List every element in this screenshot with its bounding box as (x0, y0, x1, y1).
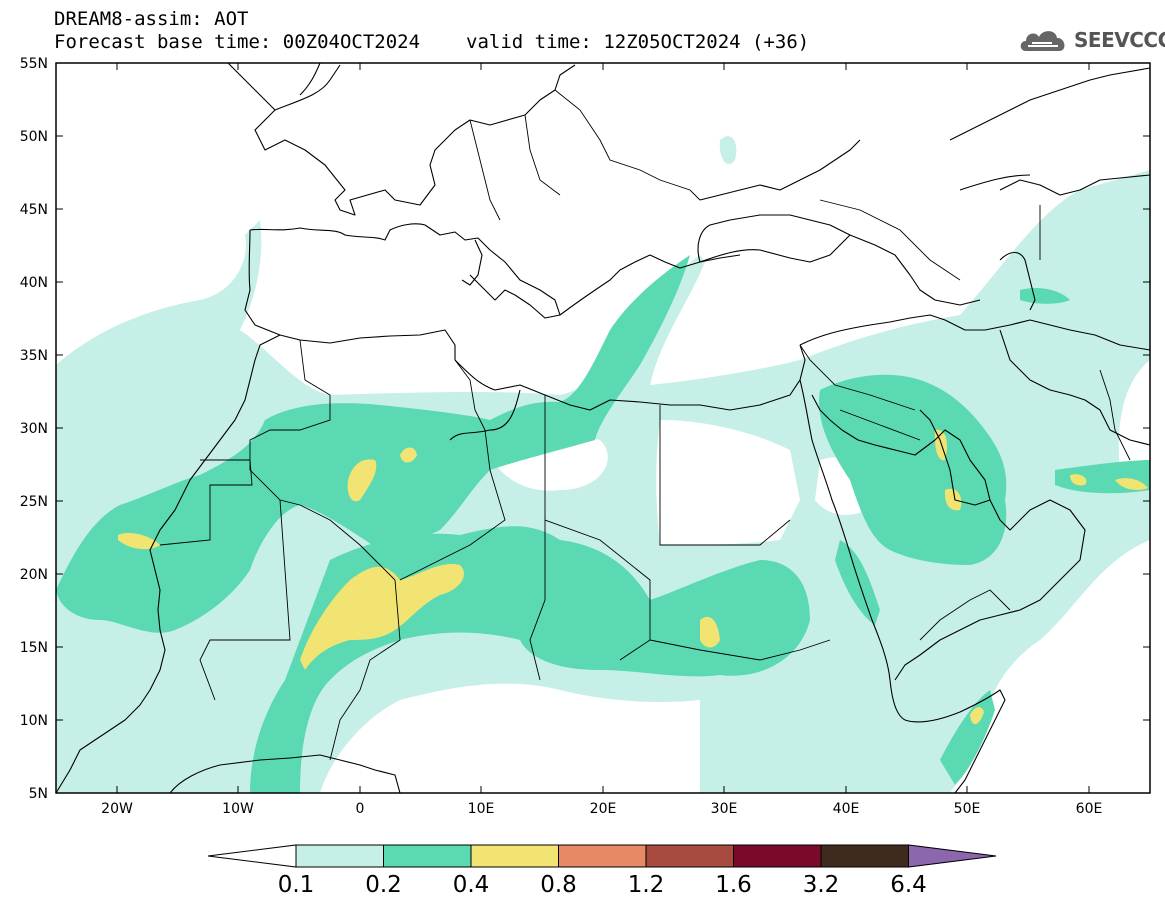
lon-label: 10E (468, 801, 495, 817)
lat-label: 10N (20, 713, 48, 729)
lat-label: 15N (20, 640, 48, 656)
lon-label: 0 (356, 801, 365, 817)
lat-label: 50N (20, 129, 48, 145)
lon-labels: 20W 10W 0 10E 20E 30E 40E 50E 60E (101, 801, 1102, 817)
lon-label: 50E (954, 801, 981, 817)
colorbar-labels: 0.1 0.2 0.4 0.8 1.2 1.6 3.2 6.4 (278, 872, 927, 898)
colorbar-label: 0.2 (365, 872, 402, 898)
colorbar-swatch (820, 844, 909, 868)
colorbar-swatch (558, 844, 647, 868)
lat-label: 30N (20, 421, 48, 437)
seevccc-logo: SEEVCCC (1018, 22, 1165, 58)
lat-label: 20N (20, 567, 48, 583)
colorbar-label: 0.8 (540, 872, 577, 898)
valid-time: valid time: 12Z05OCT2024 (+36) (466, 31, 810, 53)
colorbar-min-arrow (207, 844, 297, 868)
colorbar-swatch (470, 844, 559, 868)
colorbar-max-arrow (908, 844, 997, 868)
logo-text: SEEVCCC (1074, 28, 1165, 52)
colorbar-swatch (383, 844, 472, 868)
colorbar-swatch (295, 844, 384, 868)
colorbar (207, 844, 997, 868)
lat-labels: 55N 50N 45N 40N 35N 30N 25N 20N 15N 10N … (20, 56, 48, 802)
lon-label: 20W (101, 801, 133, 817)
lat-label: 45N (20, 202, 48, 218)
cloud-icon (1020, 31, 1065, 51)
lon-label: 40E (833, 801, 860, 817)
country-borders (159, 89, 1131, 761)
colorbar-label: 1.6 (715, 872, 752, 898)
colorbar-label: 6.4 (890, 872, 927, 898)
time-info: Forecast base time: 00Z04OCT2024 valid ti… (54, 31, 809, 53)
lat-ticks (56, 62, 1150, 794)
map-title: DREAM8-assim: AOT (54, 8, 249, 30)
lat-label: 35N (20, 348, 48, 364)
lon-label: 20E (590, 801, 617, 817)
lon-ticks (116, 63, 1090, 793)
lon-label: 10W (222, 801, 254, 817)
lon-label: 30E (711, 801, 738, 817)
colorbar-label: 3.2 (803, 872, 840, 898)
colorbar-label: 1.2 (628, 872, 665, 898)
lat-label: 25N (20, 494, 48, 510)
lat-label: 40N (20, 275, 48, 291)
colorbar-label: 0.1 (278, 872, 315, 898)
lat-label: 55N (20, 56, 48, 72)
colorbar-swatch (733, 844, 822, 868)
colorbar-label: 0.4 (453, 872, 490, 898)
lat-label: 5N (29, 786, 48, 802)
aot-field (56, 136, 1150, 793)
base-time: Forecast base time: 00Z04OCT2024 (54, 31, 421, 53)
lon-label: 60E (1076, 801, 1103, 817)
colorbar-swatch (645, 844, 734, 868)
